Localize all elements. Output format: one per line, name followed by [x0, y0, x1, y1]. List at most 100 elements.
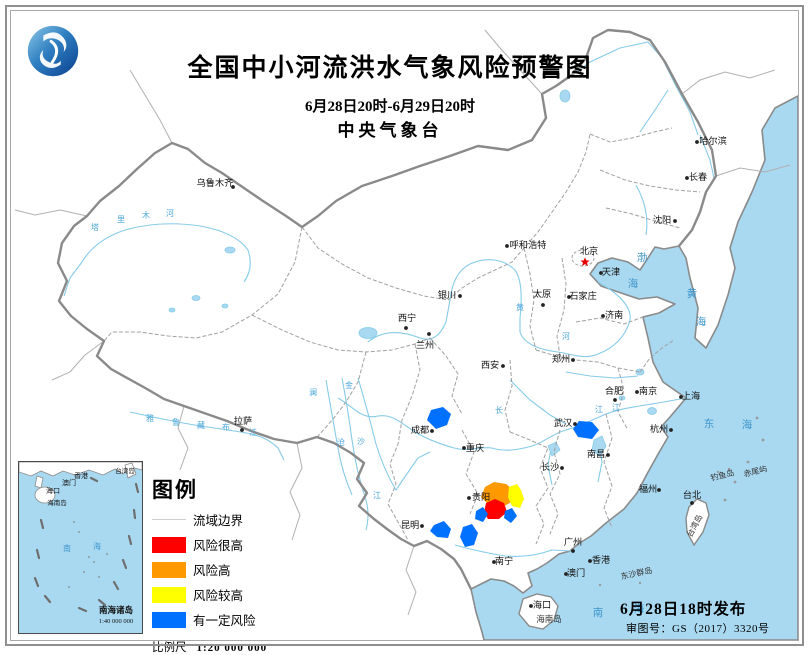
risk-patch-blue	[460, 524, 478, 547]
approval-number: 审图号：GS（2017）3320号	[626, 623, 770, 635]
sea-label: 南	[593, 606, 604, 619]
city-label: 银川	[438, 289, 456, 300]
sea-labels: 渤海黄海东 海南海	[593, 251, 753, 619]
city-label: 兰州	[416, 339, 434, 350]
risk-patch-red	[484, 499, 507, 519]
legend-swatch-icon	[152, 586, 186, 603]
city-dot-icon	[601, 314, 605, 318]
risk-area-patches	[427, 407, 599, 547]
legend-swatch-icon	[152, 561, 186, 578]
city-dot-icon	[462, 446, 466, 450]
sea-label: 东	[704, 417, 715, 430]
foreign-borders	[14, 29, 791, 616]
city-label: 重庆	[466, 442, 484, 453]
city-dot-icon	[599, 271, 603, 275]
city-dot-icon	[564, 572, 568, 576]
river-labels: 塔里木河黄河长江江雅鲁藏布江澜沧江金沙	[91, 208, 620, 500]
legend-item-label: 有一定风险	[193, 614, 256, 628]
city-label: 台北	[683, 489, 701, 500]
inset-islets	[68, 521, 108, 588]
legend-item-label: 风险高	[193, 564, 231, 578]
city-label: 成都	[411, 424, 429, 435]
basin-boundary-row: 流域边界	[152, 510, 288, 529]
city-label: 广州	[564, 536, 582, 547]
city-label: 西宁	[398, 312, 416, 323]
city-dot-icon	[657, 488, 661, 492]
city-label: 南宁	[495, 555, 513, 566]
inset-taiwan	[124, 462, 137, 479]
city-label: 长春	[689, 171, 707, 182]
legend-item: 风险较高	[152, 585, 288, 604]
city-dot-icon	[571, 358, 575, 362]
inset-label: 南	[63, 543, 71, 553]
risk-patch-orange	[481, 482, 515, 507]
city-dot-icon	[458, 294, 462, 298]
city-dot-icon	[240, 428, 244, 432]
issue-time: 6月28日18时发布	[620, 601, 747, 618]
city-dot-icon	[606, 453, 610, 457]
city-dot-icon	[560, 466, 564, 470]
city-dot-icon	[567, 295, 571, 299]
river-label: 江	[612, 403, 620, 412]
river-label: 澜	[309, 388, 317, 397]
river-label: 木	[142, 210, 150, 220]
capital-star-icon	[580, 257, 590, 267]
river-label: 雅	[146, 413, 154, 423]
city-dot-icon	[467, 496, 471, 500]
city-dot-icon	[679, 395, 683, 399]
risk-patch-blue	[504, 508, 517, 523]
city-label: 昆明	[401, 520, 419, 530]
city-dot-icon	[685, 176, 689, 180]
legend-title: 图例	[152, 478, 198, 502]
city-label: 天津	[602, 267, 620, 277]
city-label: 杭州	[650, 423, 668, 434]
legend-swatch-icon	[152, 536, 186, 553]
river-label: 黄	[516, 302, 524, 312]
taiwan-island	[685, 498, 710, 547]
city-label: 石家庄	[569, 290, 597, 301]
city-label: 北京	[580, 245, 598, 256]
city-label: 乌鲁木齐	[197, 177, 234, 188]
river-label: 河	[166, 208, 174, 218]
province-borders	[103, 127, 701, 545]
legend-item-label: 风险较高	[193, 589, 244, 603]
city-label: 太原	[533, 288, 551, 299]
legend-swatch-icon	[152, 611, 186, 628]
city-label: 哈尔滨	[699, 135, 727, 146]
city-dot-icon	[673, 219, 677, 223]
city-label: 西安	[481, 359, 499, 370]
city-dot-icon	[571, 549, 575, 553]
inset-label: 澳门	[62, 478, 76, 487]
river-label: 里	[117, 215, 125, 224]
city-label: 福州	[639, 483, 657, 494]
city-dot-icon	[501, 364, 505, 368]
basin-boundary-line-icon	[152, 519, 186, 520]
inset-label: 1:40 000 000	[99, 618, 133, 625]
river-label: 河	[562, 331, 570, 341]
china-national-border	[56, 28, 718, 591]
river-label: 江	[595, 405, 603, 414]
inset-label: 南海诸岛	[99, 605, 133, 615]
city-label: 澳门	[567, 567, 585, 578]
sea-area	[470, 95, 798, 640]
river-label: 鲁	[172, 417, 180, 427]
city-label: 南昌	[587, 448, 605, 459]
agency-name: 中央气象台	[337, 121, 443, 140]
lakes	[168, 89, 657, 457]
sea-label: 海	[634, 602, 645, 615]
river-label: 长	[495, 405, 503, 415]
city-label: 济南	[605, 309, 623, 320]
sea-label: 渤	[637, 251, 648, 264]
risk-patch-blue	[475, 507, 488, 522]
city-dot-icon	[690, 501, 694, 505]
hainan-island	[518, 593, 559, 630]
place-label: 海南岛	[536, 614, 562, 624]
inset-coastline	[19, 462, 142, 477]
city-dot-icon	[427, 332, 431, 336]
scale-value: 1:20 000 000	[196, 642, 268, 654]
inset-label: 海南岛	[47, 498, 67, 507]
city-label: 海口	[533, 599, 551, 610]
river-label: 藏	[197, 420, 205, 430]
